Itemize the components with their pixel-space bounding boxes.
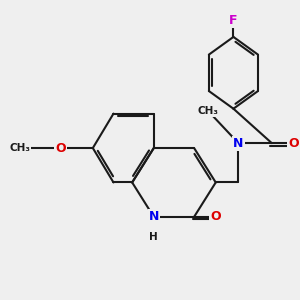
Text: H: H: [149, 232, 158, 242]
Text: CH₃: CH₃: [197, 106, 218, 116]
Text: O: O: [210, 210, 221, 224]
Text: O: O: [288, 136, 299, 150]
Text: N: N: [233, 136, 244, 150]
Text: F: F: [229, 14, 238, 27]
Text: CH₃: CH₃: [9, 143, 30, 153]
Text: O: O: [55, 142, 66, 154]
Text: N: N: [148, 210, 159, 224]
